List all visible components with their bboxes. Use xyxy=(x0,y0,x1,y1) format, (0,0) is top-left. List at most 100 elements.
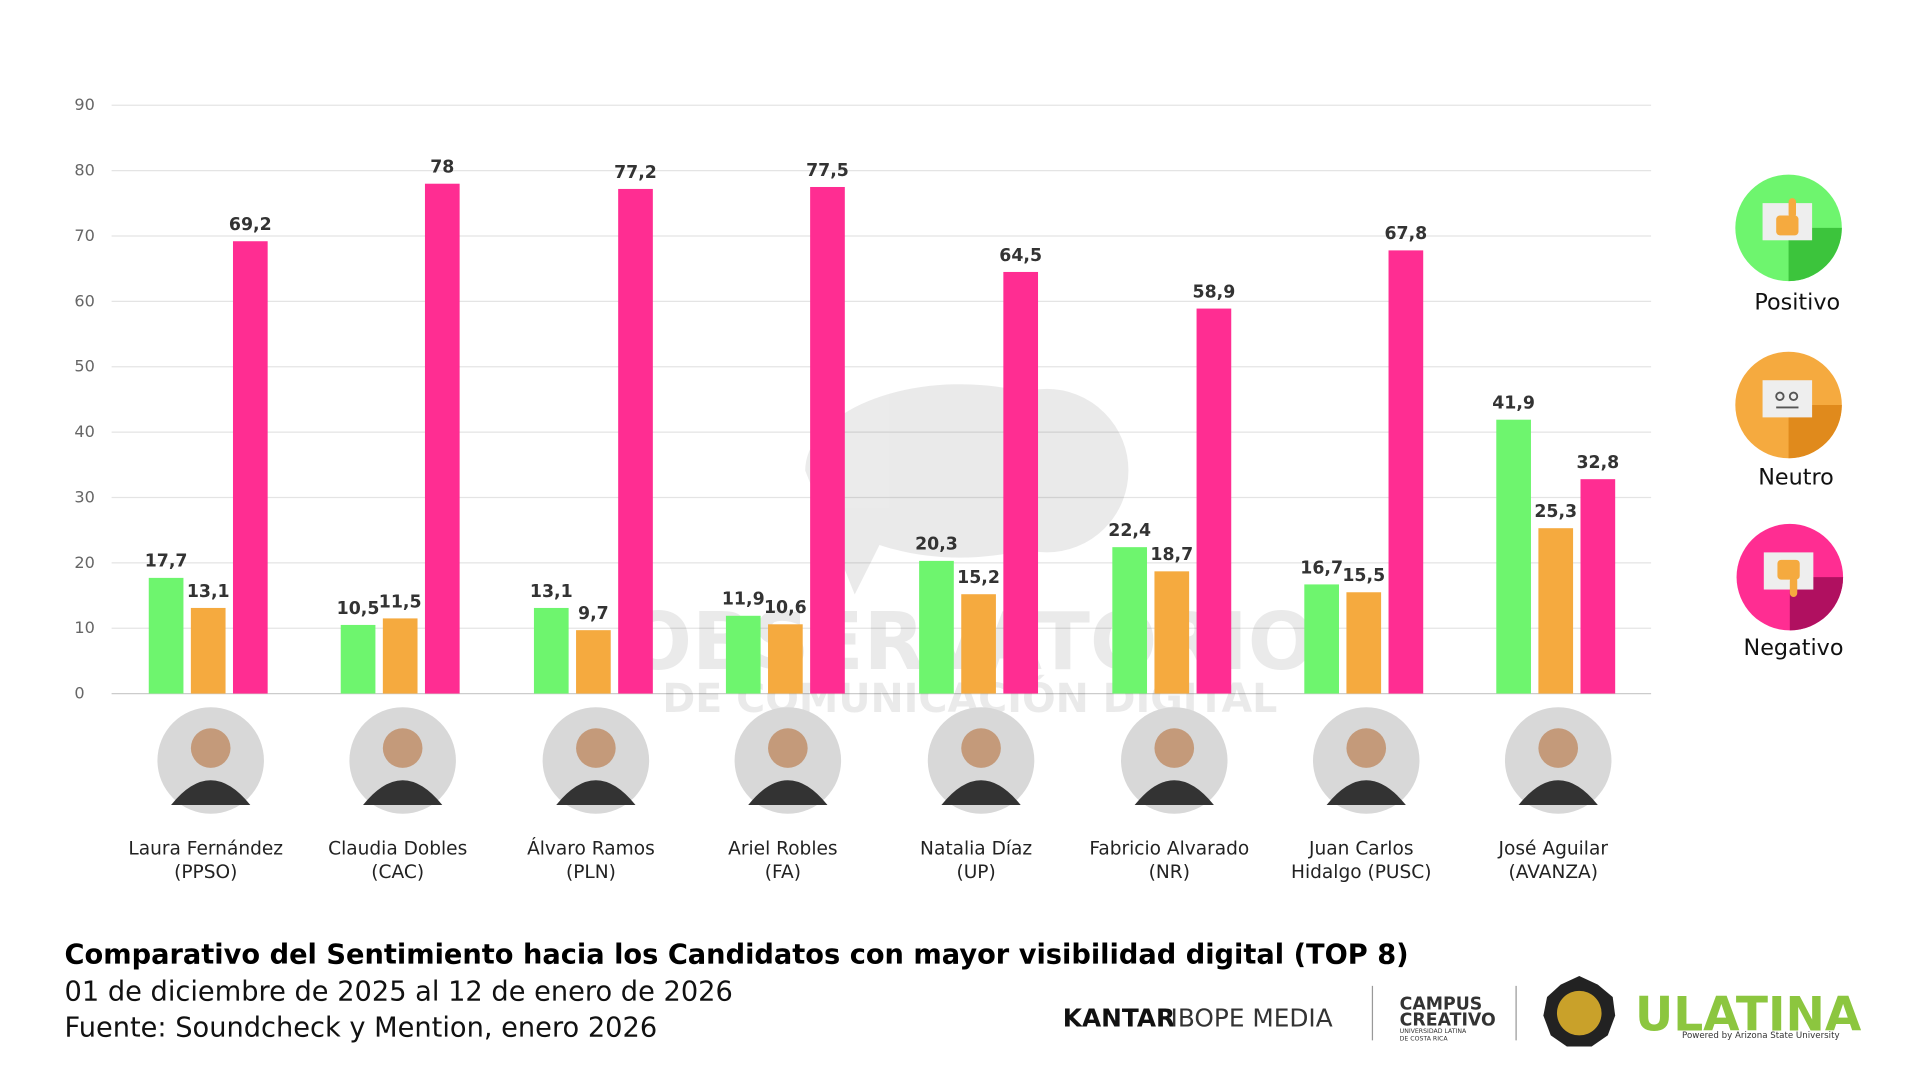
badge-logo xyxy=(1543,975,1616,1047)
y-tick-label: 80 xyxy=(74,161,94,180)
ulatina-sub: Powered by Arizona State University xyxy=(1682,1031,1840,1041)
bar-negativo xyxy=(1196,308,1232,694)
y-tick-label: 60 xyxy=(74,291,94,310)
data-label: 25,3 xyxy=(1534,502,1577,522)
data-label: 13,1 xyxy=(530,582,573,602)
chart-title: Comparativo del Sentimiento hacia los Ca… xyxy=(65,940,1409,971)
y-tick-label: 70 xyxy=(74,226,94,245)
chart-source: Fuente: Soundcheck y Mention, enero 2026 xyxy=(65,1013,658,1044)
candidate-name: (PLN) xyxy=(566,862,616,883)
bar-neutro xyxy=(190,607,226,694)
legend-item-negativo: Negativo xyxy=(1736,523,1844,661)
legend-label: Neutro xyxy=(1758,464,1834,490)
thumbs-up-icon xyxy=(1776,198,1799,236)
candidate-name: Laura Fernández xyxy=(128,839,283,860)
candidate-name: Ariel Robles xyxy=(728,839,837,860)
candidate-photo xyxy=(349,707,456,814)
candidate-photo xyxy=(542,707,650,814)
kantar-logo: KANTAR IBOPE MEDIA xyxy=(1063,1004,1333,1033)
y-tick-label: 40 xyxy=(74,422,94,441)
data-label: 15,5 xyxy=(1342,566,1385,586)
candidates: Laura Fernández(PPSO) Claudia Dobles(CAC)… xyxy=(128,707,1612,883)
legend-label: Negativo xyxy=(1744,635,1844,661)
bar-positivo xyxy=(1304,584,1339,694)
neutral-face-icon xyxy=(1775,391,1799,409)
kantar-text: KANTAR xyxy=(1063,1004,1175,1033)
candidate-name: Fabricio Alvarado xyxy=(1089,839,1249,860)
data-label: 77,2 xyxy=(614,163,657,183)
data-label: 78 xyxy=(430,158,454,178)
campus-text: CAMPUS xyxy=(1400,994,1483,1014)
bar-neutro xyxy=(1538,528,1574,694)
candidate-name: Claudia Dobles xyxy=(328,839,467,860)
bar-negativo xyxy=(1003,271,1039,694)
bar-negativo xyxy=(810,186,845,694)
bar-neutro xyxy=(1346,592,1382,694)
bar-positivo xyxy=(533,607,569,694)
candidate-name: (AVANZA) xyxy=(1508,862,1598,883)
legend-item-neutro: Neutro xyxy=(1735,351,1842,490)
data-label: 69,2 xyxy=(229,215,272,235)
candidate-photo xyxy=(1312,707,1420,814)
bar-positivo xyxy=(725,615,761,694)
candidate-photo xyxy=(1121,707,1228,814)
data-label: 41,9 xyxy=(1492,394,1535,414)
y-tick-label: 20 xyxy=(74,553,94,572)
y-tick-label: 30 xyxy=(74,487,94,506)
legend: Positivo Neutro Negativo xyxy=(1735,174,1844,661)
data-label: 32,8 xyxy=(1576,453,1619,473)
bar-negativo xyxy=(232,241,268,694)
candidate-name: (PPSO) xyxy=(174,862,237,883)
creativo-text: CREATIVO xyxy=(1400,1011,1496,1031)
campus-sub2: DE COSTA RICA xyxy=(1400,1035,1449,1042)
candidate-photo xyxy=(157,707,264,814)
ibope-text: IBOPE MEDIA xyxy=(1171,1004,1333,1033)
candidate-photo xyxy=(1504,707,1612,814)
data-label: 18,7 xyxy=(1150,545,1193,565)
bar-positivo xyxy=(1496,419,1531,694)
data-label: 17,7 xyxy=(145,552,188,572)
y-tick-label: 0 xyxy=(74,684,84,703)
bar-positivo xyxy=(919,560,954,694)
candidate-photo xyxy=(734,707,842,814)
bar-neutro xyxy=(768,624,803,694)
candidate-name: Juan Carlos xyxy=(1308,839,1413,860)
candidate-name: Hidalgo (PUSC) xyxy=(1291,862,1431,883)
candidate-name: (UP) xyxy=(956,862,995,883)
y-tick-label: 10 xyxy=(74,618,94,637)
legend-item-positivo: Positivo xyxy=(1735,174,1842,316)
bar-negativo xyxy=(1580,479,1616,694)
candidate-name: (FA) xyxy=(765,862,801,883)
data-label: 10,5 xyxy=(337,599,380,619)
bar-neutro xyxy=(382,618,418,694)
bar-negativo xyxy=(618,188,653,694)
chart-subtitle: 01 de diciembre de 2025 al 12 de enero d… xyxy=(65,977,733,1008)
candidate-name: Natalia Díaz xyxy=(920,839,1032,860)
data-label: 58,9 xyxy=(1193,282,1236,302)
candidate-photo xyxy=(927,707,1035,814)
data-label: 15,2 xyxy=(957,568,1000,588)
data-label: 13,1 xyxy=(187,582,230,602)
bar-negativo xyxy=(1388,250,1424,694)
data-label: 20,3 xyxy=(915,535,958,555)
y-tick-label: 90 xyxy=(74,95,94,114)
bar-positivo xyxy=(148,577,184,694)
ulatina-text: ULATINA xyxy=(1635,987,1862,1042)
bar-negativo xyxy=(424,183,460,694)
data-label: 9,7 xyxy=(578,604,609,624)
y-tick-label: 50 xyxy=(74,357,94,376)
campus-creativo-logo: CAMPUS CREATIVO UNIVERSIDAD LATINA DE CO… xyxy=(1400,994,1496,1042)
data-label: 10,6 xyxy=(764,598,807,618)
data-label: 16,7 xyxy=(1300,558,1343,578)
data-label: 22,4 xyxy=(1108,521,1151,541)
candidate-name: Álvaro Ramos xyxy=(527,837,655,860)
candidate-name: (CAC) xyxy=(371,862,424,883)
candidate-name: (NR) xyxy=(1149,862,1190,883)
ulatina-logo: ULATINA Powered by Arizona State Univers… xyxy=(1635,987,1862,1042)
data-label: 67,8 xyxy=(1384,224,1427,244)
bar-neutro xyxy=(1154,571,1190,694)
campus-sub: UNIVERSIDAD LATINA xyxy=(1400,1028,1467,1035)
data-label: 11,9 xyxy=(722,590,765,610)
